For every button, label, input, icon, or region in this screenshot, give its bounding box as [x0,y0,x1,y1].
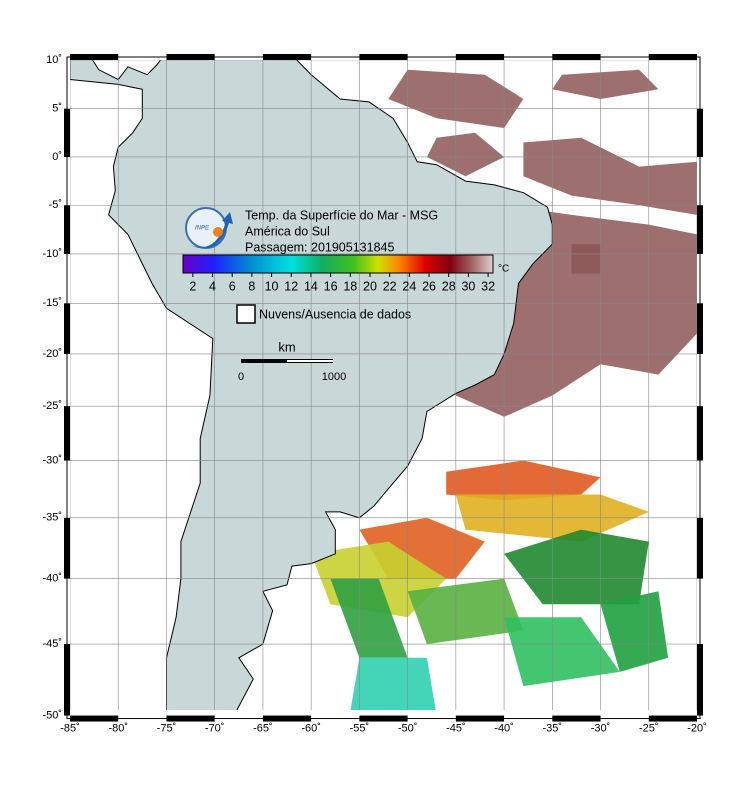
colorbar-tick-label: 28 [442,279,456,293]
colorbar-tick-label: 2 [189,279,196,293]
colorbar-tick-label: 16 [324,279,338,293]
colorbar-tick-label: 10 [265,279,279,293]
frame-segment [697,644,703,716]
colorbar-tick-label: 30 [461,279,475,293]
x-tick-label: -60˚ [301,722,321,734]
x-tick-label: -75˚ [157,722,177,734]
colorbar-unit: °C [498,264,509,275]
frame-segment [697,303,703,354]
colorbar-tick-label: 14 [304,279,318,293]
colorbar-tick-label: 32 [481,279,495,293]
x-tick-label: -50˚ [398,722,418,734]
y-tick-label: -5˚ [49,199,62,211]
y-tick-label: -10˚ [42,248,62,260]
frame-segment [697,517,703,579]
colorbar-tick-label: 24 [402,279,416,293]
y-tick-label: -15˚ [42,297,62,309]
x-tick-label: -80˚ [108,722,128,734]
scale-label: 0 [238,371,244,383]
x-tick-label: -35˚ [543,722,563,734]
colorbar-tick-label: 12 [284,279,298,293]
frame-segment [64,644,70,716]
frame-segment [648,54,697,60]
frame-segment [64,406,70,461]
logo-text: INPE [195,226,210,232]
sst-south-patch [446,460,601,501]
x-tick-label: -45˚ [446,722,466,734]
x-tick-label: -85˚ [60,722,80,734]
sst-south-patch [600,591,669,672]
frame-segment [552,54,601,60]
frame-segment [262,54,312,60]
frame-segment [70,54,119,60]
x-tick-label: -65˚ [253,722,273,734]
frame-segment [697,205,703,254]
map-area [70,60,697,710]
logo-arrow [190,212,233,249]
sst-south-patch [407,578,524,645]
frame-segment [70,715,119,722]
sst-south-patch [350,657,436,710]
frame-segment [64,303,70,354]
legend-label: Nuvens/Ausencia de dados [259,307,411,321]
colorbar-tick-label: 4 [209,279,216,293]
frame-segment [697,108,703,157]
x-tick-label: -20˚ [687,722,707,734]
y-tick-label: -30˚ [42,454,62,466]
scale-label: 1000 [322,371,346,383]
title-line: Passagem: 201905131845 [245,240,394,254]
y-tick-label: -35˚ [42,512,62,524]
colorbar-tick-label: 20 [363,279,377,293]
frame-segment [166,715,215,722]
x-tick-label: -55˚ [350,722,370,734]
sst-warm-patch [571,244,601,274]
frame-segment [64,517,70,579]
title-line: Temp. da Superfície do Mar - MSG [245,208,438,222]
frame-segment [359,54,408,60]
scale-unit: km [278,339,295,354]
y-tick-label: 10˚ [46,54,62,66]
frame-segment [455,54,505,60]
colorbar-tick-label: 6 [229,279,236,293]
overlay: -85˚ -80˚ -75˚ -70˚ -65˚ -60˚ -55˚ -50˚ -45˚ -40˚… [42,54,706,735]
scale-bar-inner [287,360,333,362]
sst-south-patch [330,578,408,658]
title-line: América do Sul [245,224,330,238]
frame-segment [697,406,703,461]
y-tick-label: -25˚ [42,400,62,412]
colorbar-tick-label: 26 [422,279,436,293]
y-tick-label: -45˚ [42,638,62,650]
y-tick-label: -20˚ [42,348,62,360]
logo-dot [213,227,223,237]
colorbar-tick-label: 18 [343,279,357,293]
colorbar-tick-label: 8 [248,279,255,293]
y-tick-label: -40˚ [42,573,62,585]
x-tick-label: -25˚ [639,722,659,734]
x-tick-label: -40˚ [494,722,514,734]
colorbar-tick-label: 22 [383,279,397,293]
sst-south-patch [504,617,620,687]
frame-segment [648,715,697,722]
x-tick-label: -70˚ [205,722,225,734]
y-tick-label: -50˚ [42,709,62,721]
frame-segment [262,715,312,722]
frame-segment [64,205,70,254]
sst-warm-patch [426,132,505,177]
frame-segment [166,54,215,60]
y-tick-label: 0˚ [52,151,62,163]
y-tick-label: 5˚ [52,103,62,115]
sst-south-patch [504,529,649,605]
frame-segment [64,108,70,157]
frame-segment [552,715,601,722]
frame-segment [359,715,408,722]
legend-swatch [236,304,256,324]
frame-segment [455,715,505,722]
sst-warm-patch [552,69,659,99]
colorbar [182,254,494,274]
x-tick-label: -30˚ [591,722,611,734]
